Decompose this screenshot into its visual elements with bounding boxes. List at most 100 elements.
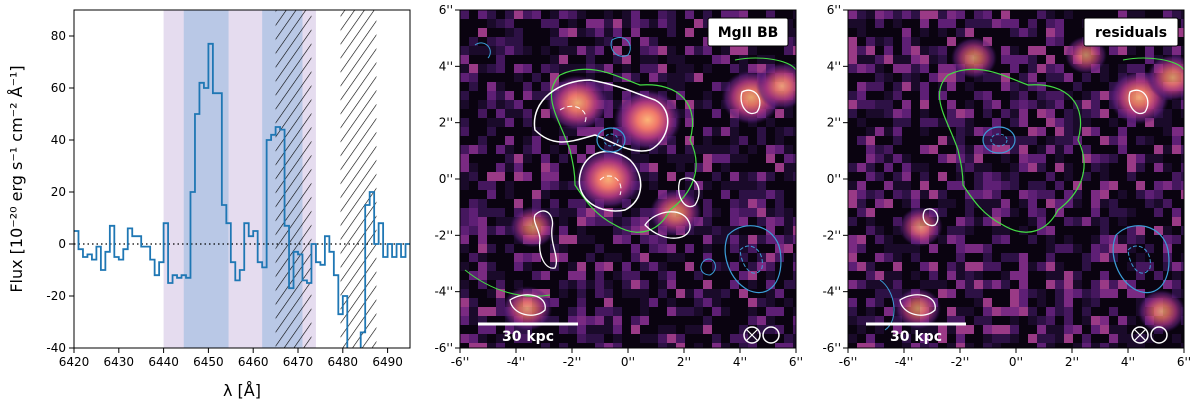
mapB-noise-pixel (884, 109, 893, 118)
mapA-ytick-label: 0'' (439, 172, 453, 186)
mapB-noise-pixel (884, 154, 893, 163)
mapA-noise-pixel (622, 19, 631, 28)
mapA-noise-pixel (667, 334, 676, 343)
mapB-noise-pixel (875, 199, 884, 208)
mapA-noise-pixel (730, 136, 739, 145)
mapA-noise-pixel (505, 163, 514, 172)
mapA-noise-pixel (748, 271, 757, 280)
mapA-noise-pixel (595, 280, 604, 289)
mapB-noise-pixel (947, 226, 956, 235)
mapA-noise-pixel (550, 298, 559, 307)
mapA-noise-pixel (559, 325, 568, 334)
mapB-noise-pixel (1010, 109, 1019, 118)
mapA-noise-pixel (622, 10, 631, 19)
mapA-noise-pixel (784, 316, 793, 325)
mapA-noise-pixel (784, 109, 793, 118)
mgii-white-contour-1 (533, 79, 669, 152)
mapB-noise-pixel (1100, 163, 1109, 172)
mapA-noise-pixel (604, 244, 613, 253)
mapB-noise-pixel (974, 244, 983, 253)
mapB-noise-pixel (893, 253, 902, 262)
mapA-noise-pixel (604, 325, 613, 334)
mapB-noise-pixel (920, 109, 929, 118)
mapA-noise-pixel (730, 235, 739, 244)
mapA-noise-pixel (793, 28, 796, 37)
mapA-noise-pixel (766, 154, 775, 163)
mapB-noise-pixel (1037, 127, 1046, 136)
mapA-noise-pixel (514, 190, 523, 199)
mapB-noise-pixel (1064, 244, 1073, 253)
mapA-noise-pixel (469, 91, 478, 100)
spectrum-xtick-label: 6430 (104, 355, 135, 369)
mapA-noise-pixel (577, 271, 586, 280)
mapA-noise-pixel (631, 208, 640, 217)
mapA-noise-pixel (748, 208, 757, 217)
mapA-xtick-label: 4'' (733, 355, 747, 369)
mapB-noise-pixel (1064, 172, 1073, 181)
mapA-noise-pixel (496, 64, 505, 73)
mapA-noise-pixel (577, 208, 586, 217)
mapB-noise-pixel (1010, 91, 1019, 100)
mapB-noise-pixel (1082, 253, 1091, 262)
mapB-noise-pixel (866, 190, 875, 199)
mapB-noise-pixel (1091, 100, 1100, 109)
mapA-noise-pixel (505, 181, 514, 190)
mapB-noise-pixel (893, 91, 902, 100)
mapA-noise-pixel (703, 163, 712, 172)
mapA-noise-pixel (550, 262, 559, 271)
mapA-noise-pixel (748, 10, 757, 19)
mapB-noise-pixel (1145, 334, 1154, 343)
mapB-noise-pixel (911, 343, 920, 348)
spectrum-hatch-region-2 (340, 10, 377, 348)
mapA-noise-pixel (712, 208, 721, 217)
mapB-xtick-label: 2'' (1065, 355, 1079, 369)
mapB-noise-pixel (875, 154, 884, 163)
mapB-noise-pixel (875, 46, 884, 55)
mapA-noise-pixel (631, 28, 640, 37)
mapB-noise-pixel (1163, 118, 1172, 127)
mapB-noise-pixel (1028, 55, 1037, 64)
mapB-noise-pixel (1136, 145, 1145, 154)
mapA-noise-pixel (460, 10, 469, 19)
mapB-noise-pixel (884, 73, 893, 82)
mapB-noise-pixel (938, 289, 947, 298)
mapB-noise-pixel (911, 82, 920, 91)
mapA-noise-pixel (496, 271, 505, 280)
mapB-noise-pixel (884, 199, 893, 208)
spectrum-ytick-label: 20 (51, 185, 66, 199)
mapA-emission-blob-3 (649, 189, 702, 237)
mapB-noise-pixel (920, 163, 929, 172)
mapA-noise-pixel (631, 316, 640, 325)
mapA-noise-pixel (703, 307, 712, 316)
mapB-ytick-label: 0'' (827, 172, 841, 186)
mapB-noise-pixel (1082, 118, 1091, 127)
mapA-noise-pixel (712, 172, 721, 181)
mapA-noise-pixel (505, 28, 514, 37)
mapA-noise-pixel (631, 10, 640, 19)
mapB-noise-pixel (1028, 217, 1037, 226)
mapA-noise-pixel (577, 235, 586, 244)
mapB-noise-pixel (1118, 334, 1127, 343)
mapB-noise-pixel (983, 10, 992, 19)
mapA-noise-pixel (469, 235, 478, 244)
mapA-noise-pixel (559, 235, 568, 244)
mapB-noise-pixel (893, 217, 902, 226)
mapA-noise-pixel (460, 289, 469, 298)
mapA-xtick-label: 0'' (621, 355, 635, 369)
mapB-noise-pixel (947, 289, 956, 298)
mapA-noise-pixel (613, 235, 622, 244)
mapA-noise-pixel (478, 271, 487, 280)
mapB-noise-pixel (1010, 145, 1019, 154)
mapA-noise-pixel (793, 316, 796, 325)
mapB-noise-pixel (1046, 64, 1055, 73)
mapA-noise-pixel (496, 235, 505, 244)
mapA-noise-pixel (496, 145, 505, 154)
mapB-noise-pixel (956, 307, 965, 316)
mapB-noise-pixel (1136, 334, 1145, 343)
mapB-noise-pixel (1064, 307, 1073, 316)
mapB-noise-pixel (965, 109, 974, 118)
mapA-noise-pixel (586, 28, 595, 37)
mapB-noise-pixel (1046, 307, 1055, 316)
spectrum-xlabel: λ [Å] (223, 381, 261, 400)
mapB-noise-pixel (1001, 226, 1010, 235)
